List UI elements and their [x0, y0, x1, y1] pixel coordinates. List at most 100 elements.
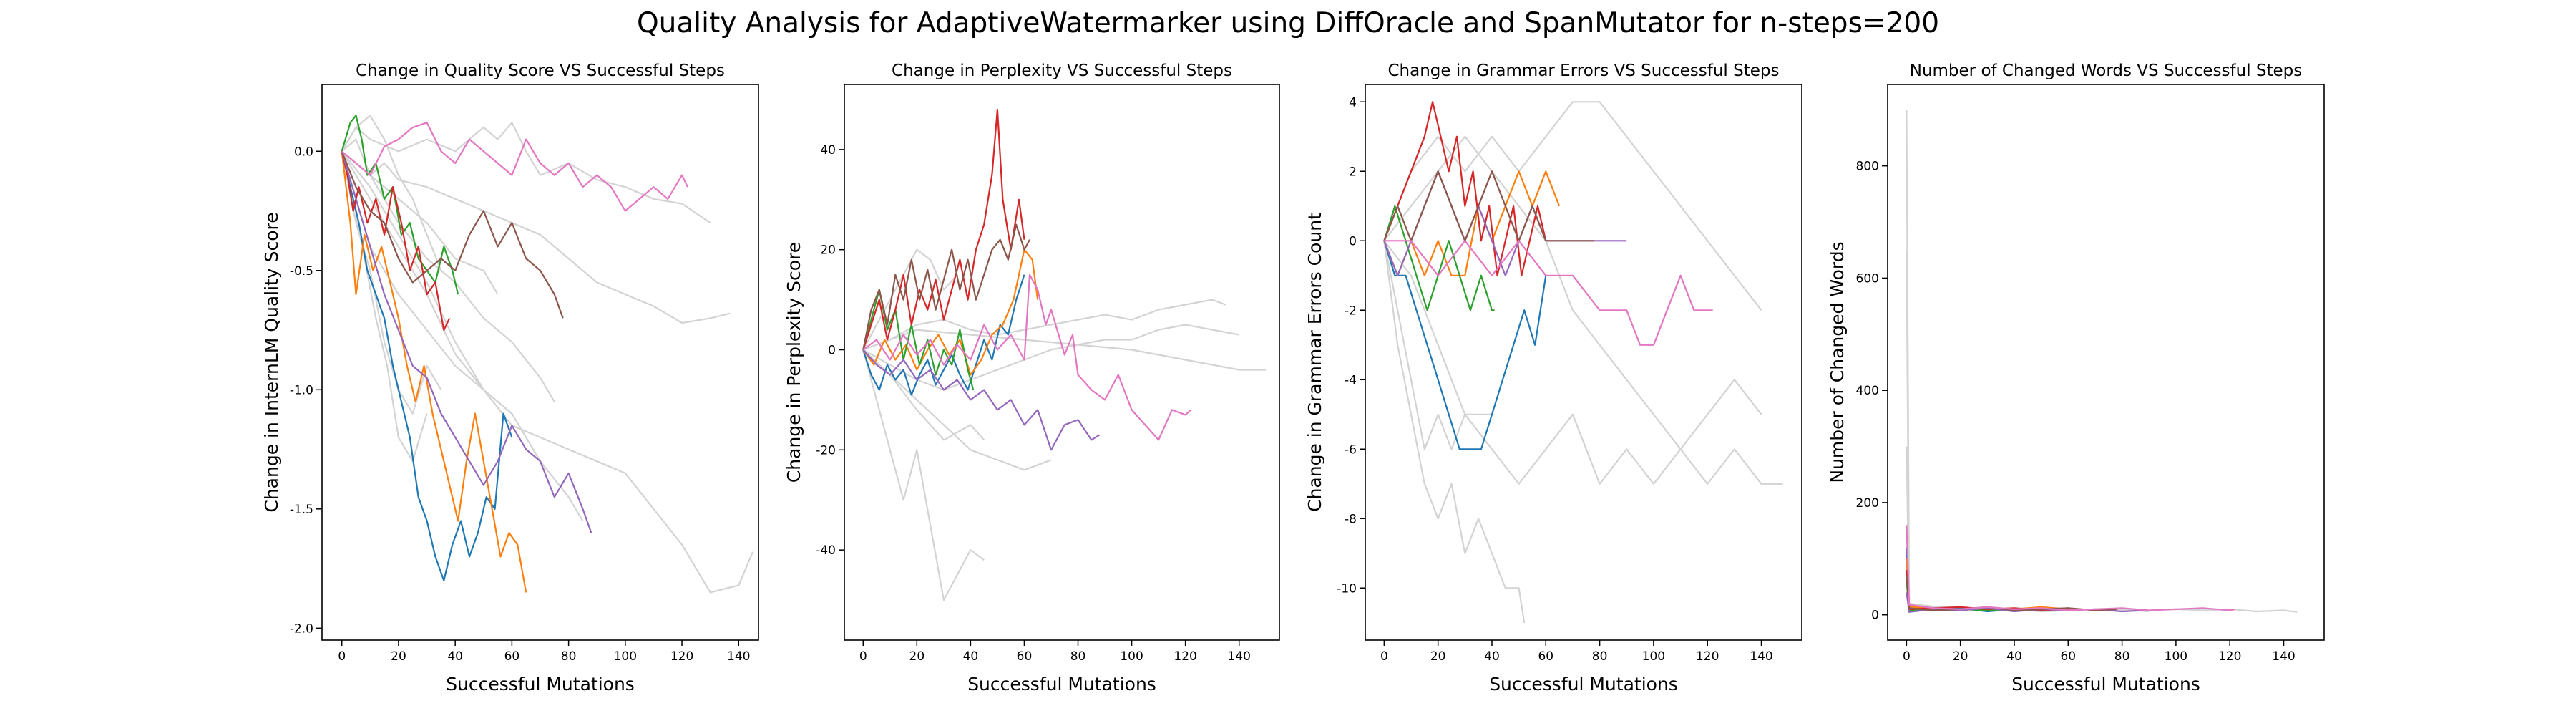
series-group	[341, 115, 754, 594]
series-line-1	[862, 349, 985, 601]
series-line-12	[1384, 240, 1713, 346]
y-tick-label: -1.5	[290, 503, 313, 517]
series-line-2	[1906, 250, 2069, 613]
x-tick-label: 40	[2006, 649, 2022, 664]
series-line-11	[341, 151, 513, 581]
x-tick-label: 80	[2114, 649, 2130, 664]
x-tick-label: 100	[1642, 649, 1665, 664]
series-line-3	[341, 122, 711, 224]
x-tick-label: 140	[1227, 649, 1250, 664]
y-tick-label: -10	[1337, 581, 1357, 596]
axes-frame	[321, 84, 759, 641]
subplot-title: Number of Changed Words VS Successful St…	[1910, 62, 2303, 80]
x-tick-label: 120	[1696, 649, 1719, 664]
series-line-7	[341, 150, 584, 522]
series-line-10	[1383, 170, 1627, 276]
y-tick-label: 0.0	[294, 145, 313, 159]
y-axis-label: Change in Perplexity Score	[784, 242, 804, 483]
series-line-13	[862, 223, 1030, 350]
x-tick-label: 140	[2272, 649, 2295, 664]
x-axis-label: Successful Mutations	[2011, 674, 2200, 695]
series-line-2	[341, 150, 754, 594]
x-tick-label: 20	[1430, 649, 1446, 664]
series-line-16	[341, 150, 564, 319]
series-group	[862, 108, 1267, 601]
x-tick-label: 120	[2218, 649, 2241, 664]
x-tick-label: 20	[391, 649, 406, 664]
series-line-13	[341, 115, 459, 295]
x-tick-label: 40	[963, 649, 979, 664]
x-axis-label: Successful Mutations	[446, 674, 635, 695]
x-tick-label: 100	[614, 649, 637, 664]
x-tick-label: 100	[1120, 649, 1143, 664]
y-tick-label: -2.0	[290, 621, 313, 636]
y-tick-label: 2	[1349, 165, 1357, 179]
x-tick-label: 140	[727, 649, 750, 664]
series-line-5	[341, 151, 442, 415]
y-tick-label: -1.0	[290, 383, 313, 397]
x-axis-label: Successful Mutations	[1489, 674, 1678, 695]
series-line-9	[1383, 101, 1547, 276]
x-tick-label: 0	[1380, 649, 1388, 664]
axes-frame	[844, 84, 1280, 641]
x-tick-label: 80	[1070, 649, 1086, 664]
y-tick-label: -0.5	[290, 264, 313, 279]
series-line-1	[1383, 241, 1526, 623]
y-tick-label: 400	[1856, 384, 1879, 398]
y-tick-label: 0	[1871, 609, 1879, 623]
x-tick-label: 0	[1903, 649, 1911, 664]
x-tick-label: 20	[1953, 649, 1968, 664]
x-tick-label: 40	[1484, 649, 1500, 664]
series-line-12	[862, 349, 1101, 451]
x-tick-label: 20	[909, 649, 925, 664]
y-tick-label: -8	[1345, 512, 1357, 526]
series-line-7	[1383, 170, 1561, 276]
y-tick-label: 4	[1349, 95, 1357, 110]
subplot-title: Change in Quality Score VS Successful St…	[356, 62, 725, 80]
series-line-8	[1383, 205, 1495, 311]
series-line-11	[1383, 170, 1595, 242]
series-line-9	[1906, 575, 2117, 611]
series-line-10	[1906, 525, 2235, 611]
subplot-title: Change in Perplexity VS Successful Steps	[892, 62, 1232, 80]
series-line-4	[1383, 241, 1492, 450]
y-tick-label: 600	[1856, 271, 1879, 286]
series-line-3	[1383, 240, 1783, 485]
y-axis-label: Number of Changed Words	[1827, 241, 1848, 483]
x-tick-label: 80	[1592, 649, 1608, 664]
subplot-4: 0 20 40 60 80 100 120 140 800 600 400 200 0 Number of…	[1827, 62, 2325, 695]
y-tick-label: -40	[816, 543, 836, 558]
y-axis-label: Change in InternLM Quality Score	[261, 212, 282, 512]
y-tick-label: 20	[820, 243, 836, 258]
series-line-5	[1906, 558, 2082, 611]
y-tick-label: -4	[1345, 373, 1357, 387]
series-line-11	[862, 108, 1025, 350]
series-line-14	[862, 274, 1191, 441]
y-tick-label: 40	[820, 143, 836, 158]
y-tick-label: -20	[816, 443, 836, 458]
x-tick-label: 80	[561, 649, 577, 664]
x-tick-label: 60	[1538, 649, 1553, 664]
x-tick-label: 60	[2060, 649, 2076, 664]
series-line-17	[341, 122, 688, 212]
series-line-14	[341, 151, 451, 332]
series-line-2	[862, 299, 1226, 351]
figure-title: Quality Analysis for AdaptiveWatermarker…	[636, 7, 1940, 39]
y-tick-label: 0	[828, 344, 836, 358]
x-tick-label: 40	[447, 649, 463, 664]
subplot-title: Change in Grammar Errors VS Successful S…	[1387, 62, 1779, 80]
series-line-9	[341, 150, 555, 402]
x-tick-label: 0	[859, 649, 867, 664]
y-tick-label: 0	[1349, 234, 1357, 248]
series-line-3	[1906, 446, 2150, 613]
series-line-9	[862, 248, 1039, 376]
series-line-15	[341, 150, 592, 533]
y-tick-label: -2	[1345, 304, 1357, 318]
x-tick-label: 100	[2165, 649, 2187, 664]
axes-frame	[1365, 84, 1802, 641]
series-group	[1906, 110, 2298, 613]
x-tick-label: 120	[670, 649, 693, 664]
series-line-8	[862, 274, 1025, 396]
